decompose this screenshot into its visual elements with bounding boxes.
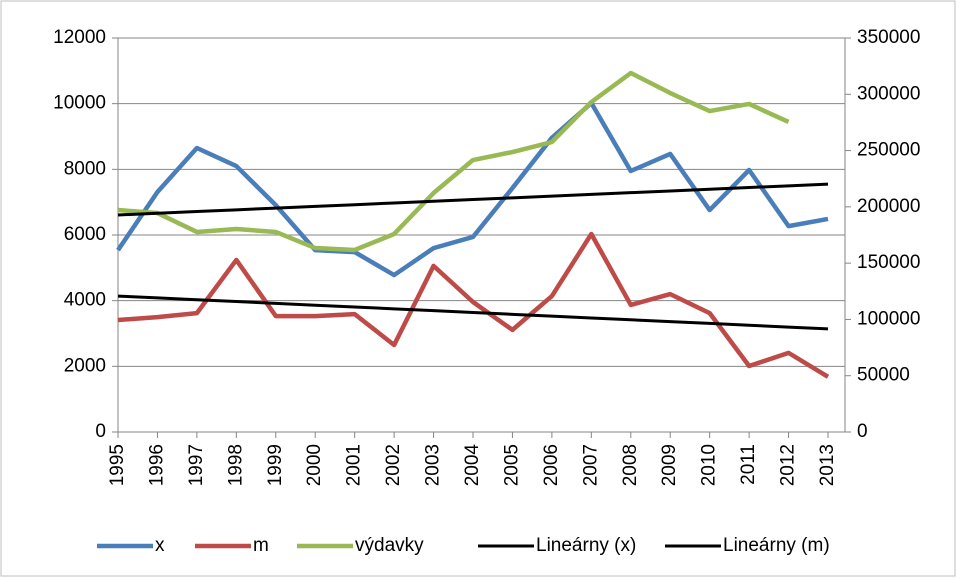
x-tick-label: 2008 (620, 444, 641, 486)
y2-tick-label: 300000 (857, 83, 920, 104)
x-tick-label: 2007 (580, 444, 601, 486)
legend-label: Lineárny (m) (723, 535, 830, 556)
y2-tick-label: 350000 (857, 27, 920, 48)
y2-tick-label: 200000 (857, 196, 920, 217)
y-tick-label: 6000 (64, 224, 106, 245)
series-line (116, 100, 829, 278)
y-tick-label: 2000 (64, 355, 106, 376)
y-tick-label: 4000 (64, 290, 106, 311)
legend-label: Lineárny (x) (536, 535, 636, 556)
y-tick-label: 0 (95, 421, 106, 442)
x-tick-label: 1999 (265, 444, 286, 486)
legend-label: m (253, 535, 269, 556)
x-tick-label: 2004 (462, 444, 483, 487)
series-line (117, 231, 830, 379)
y-tick-label: 12000 (53, 27, 106, 48)
y-tick-label: 10000 (53, 93, 106, 114)
x-tick-label: 2011 (738, 444, 759, 485)
x-tick-label: 2006 (541, 444, 562, 486)
x-tick-label: 2003 (423, 444, 444, 486)
x-tick-label: 2005 (501, 444, 522, 486)
y2-tick-label: 250000 (857, 140, 920, 161)
x-tick-label: 1996 (146, 444, 167, 486)
x-tick-label: 2001 (344, 444, 365, 486)
series-line (117, 182, 829, 217)
x-tick-label: 2012 (778, 444, 799, 486)
series-line (117, 70, 790, 253)
y2-tick-label: 150000 (857, 252, 920, 273)
y2-tick-label: 100000 (857, 308, 920, 329)
legend-label: x (155, 535, 165, 556)
x-tick-label: 1997 (186, 444, 207, 486)
x-tick-label: 1995 (107, 444, 128, 486)
x-tick-label: 2009 (659, 444, 680, 486)
y-tick-label: 8000 (64, 158, 106, 179)
x-tick-label: 2010 (699, 444, 720, 486)
x-tick-label: 2013 (817, 444, 838, 486)
legend-label: výdavky (355, 535, 424, 556)
y2-tick-label: 50000 (857, 365, 910, 386)
x-tick-label: 2002 (383, 444, 404, 486)
y2-tick-label: 0 (857, 421, 868, 442)
x-tick-label: 2000 (304, 444, 325, 486)
series-line (117, 294, 829, 331)
x-tick-label: 1998 (225, 444, 246, 486)
